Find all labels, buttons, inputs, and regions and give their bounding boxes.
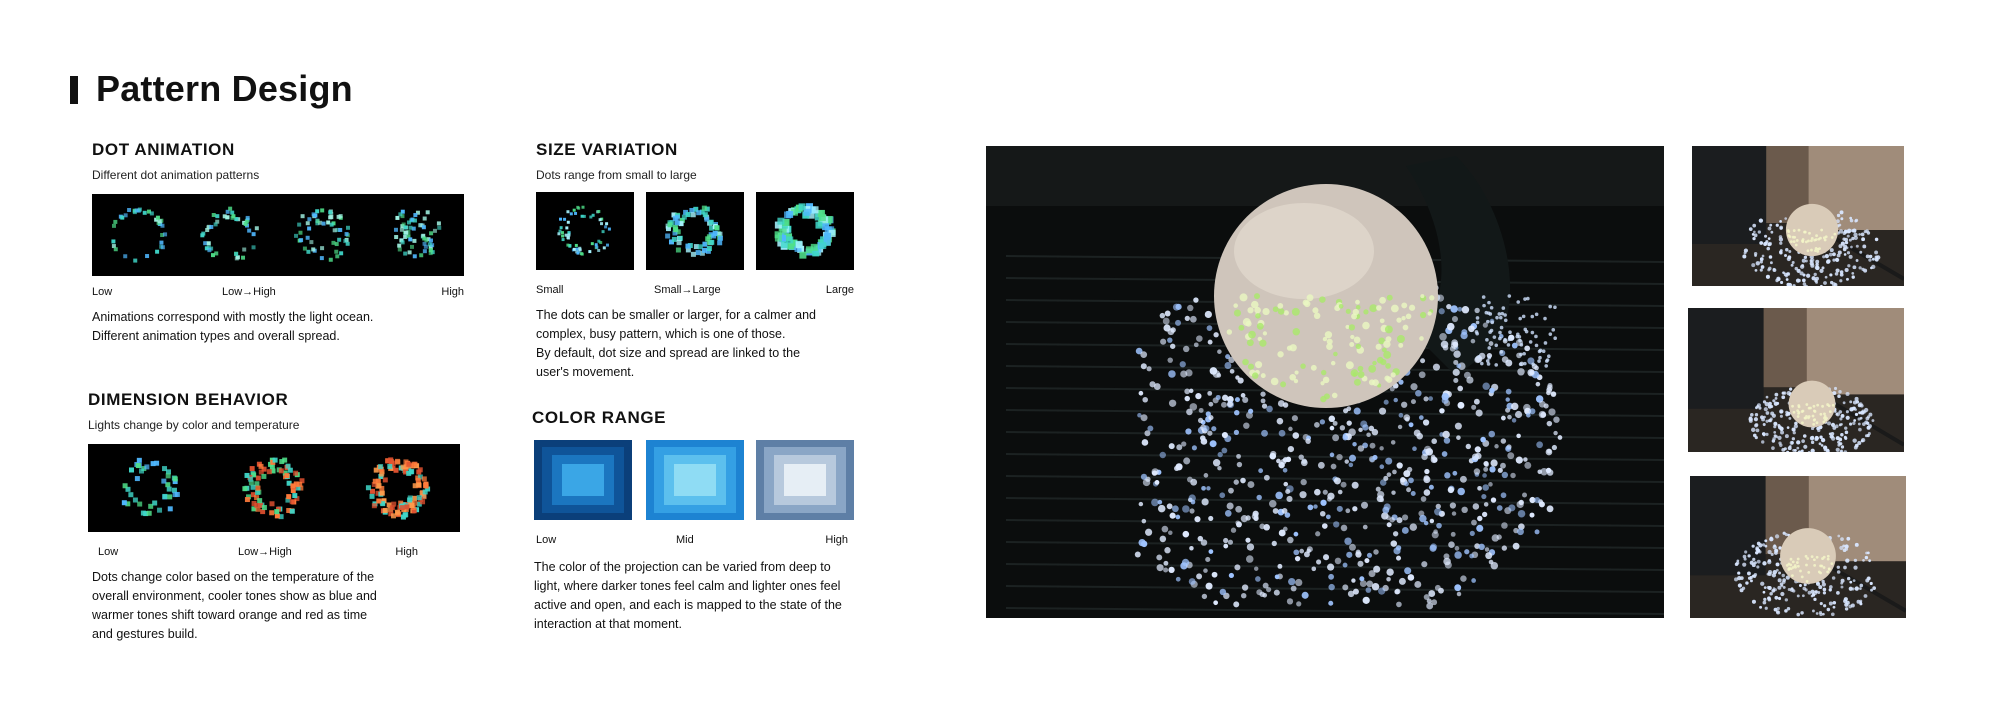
size-variation-subheading: Dots range from small to large [536,168,697,182]
dot-animation-section: DOT ANIMATION Different dot animation pa… [92,140,259,182]
color-range-description: The color of the projection can be varie… [534,558,842,634]
dimension-behavior-heading: DIMENSION BEHAVIOR [88,390,289,409]
scale-right-label: Large [825,284,854,296]
size-tile-large [756,192,854,270]
size-tile-medium [646,192,744,270]
color-range-heading: COLOR RANGE [532,408,667,427]
size-tile-small [536,192,634,270]
description-line: complex, busy pattern, which is one of t… [536,327,786,341]
main-installation-photo [986,146,1664,618]
dimension-behavior-subheading: Lights change by color and temperature [88,418,300,432]
dot-animation-description: Animations correspond with mostly the li… [92,308,373,346]
scale-middle-label: Small→Large [654,284,721,296]
side-photo-3 [1690,476,1906,618]
dimension-behavior-strip [88,444,460,532]
dot-animation-heading: DOT ANIMATION [92,140,235,159]
scale-right-label: High [825,534,848,546]
description-line: Dots change color based on the temperatu… [92,570,375,584]
description-line: interaction at that moment. [534,617,682,631]
description-line: and gestures build. [92,627,198,641]
title-accent-bar [70,76,78,104]
scale-right-label: High [441,286,464,298]
description-line: Different animation types and overall sp… [92,329,340,343]
scale-left-label: Small [536,284,564,296]
color-swatch-deep [534,440,632,520]
scale-right-label: High [395,546,418,558]
scale-middle-label: Low→High [222,286,276,298]
size-variation-heading: SIZE VARIATION [536,140,678,159]
scale-left-label: Low [92,286,113,298]
color-range-section: COLOR RANGE [532,408,666,428]
page-title: Pattern Design [96,68,353,109]
description-line: By default, dot size and spread are link… [536,346,801,360]
size-variation-tiles [536,192,854,270]
scale-middle-label: Mid [676,534,694,546]
color-swatch-mid [646,440,744,520]
description-line: The color of the projection can be varie… [534,560,831,574]
size-variation-section: SIZE VARIATION Dots range from small to … [536,140,697,182]
description-line: light, where darker tones feel calm and … [534,579,841,593]
description-line: active and open, and each is mapped to t… [534,598,842,612]
dimension-behavior-description: Dots change color based on the temperatu… [92,568,377,644]
dot-animation-subheading: Different dot animation patterns [92,168,260,182]
description-line: overall environment, cooler tones show a… [92,589,377,603]
description-line: Animations correspond with mostly the li… [92,310,374,324]
color-swatch-light [756,440,854,520]
dimension-behavior-section: DIMENSION BEHAVIOR Lights change by colo… [88,390,299,432]
size-variation-description: The dots can be smaller or larger, for a… [536,306,816,382]
scale-left-label: Low [536,534,557,546]
description-line: warmer tones shift toward orange and red… [92,608,368,622]
side-photo-2 [1688,308,1904,452]
side-photo-1 [1692,146,1904,286]
scale-middle-label: Low→High [238,546,292,558]
description-line: The dots can be smaller or larger, for a… [536,308,816,322]
description-line: user's movement. [536,365,635,379]
dot-animation-strip [92,194,464,276]
scale-left-label: Low [98,546,119,558]
